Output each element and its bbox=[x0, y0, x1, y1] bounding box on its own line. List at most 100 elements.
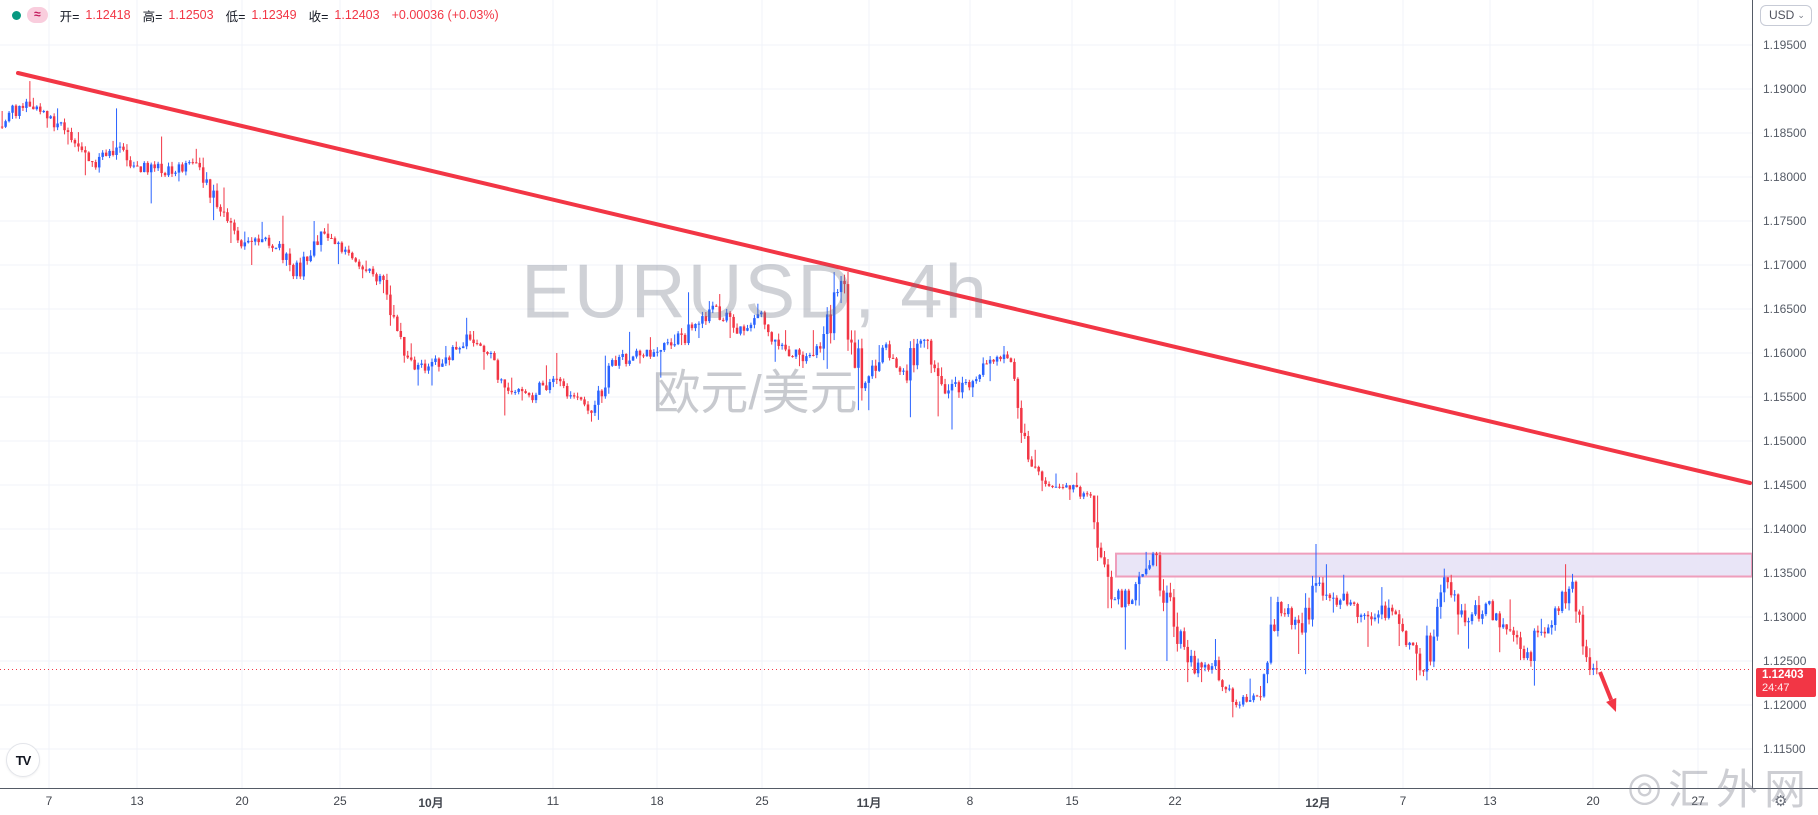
candle-body bbox=[319, 231, 323, 245]
candle-body bbox=[101, 152, 104, 157]
candle-body bbox=[1408, 642, 1411, 646]
tradingview-logo[interactable]: TV bbox=[6, 743, 40, 777]
candle-body bbox=[1224, 687, 1228, 690]
current-price-tag: 1.12403 24:47 bbox=[1756, 667, 1816, 697]
change-value: +0.00036 (+0.03%) bbox=[391, 8, 499, 22]
candle-body bbox=[1068, 485, 1072, 490]
candle-body bbox=[905, 370, 909, 381]
candle-body bbox=[1110, 576, 1113, 600]
candle-body bbox=[1536, 630, 1540, 633]
candle-body bbox=[1231, 688, 1235, 702]
candle-body bbox=[368, 268, 371, 271]
candle-body bbox=[1290, 608, 1293, 625]
candle-body bbox=[316, 241, 319, 245]
candle-body bbox=[843, 280, 846, 285]
candle-body bbox=[794, 349, 798, 357]
candle-body bbox=[1009, 358, 1013, 362]
price-axis[interactable]: 1.12403 24:47 1.19500 1.19000 1.18500 1.180… bbox=[1752, 0, 1818, 788]
candle-body bbox=[1321, 582, 1325, 596]
candle-body bbox=[909, 348, 912, 381]
candle-body bbox=[555, 378, 559, 380]
chart-pane[interactable]: EURUSD, 4h 欧元/美元 ≈ 开= 1.12418 高= 1.12503 低… bbox=[0, 0, 1752, 788]
candle-body bbox=[1304, 607, 1307, 633]
candle-body bbox=[330, 238, 333, 240]
candle-body bbox=[250, 240, 253, 242]
price-axis-label: 1.12000 bbox=[1763, 698, 1807, 712]
currency-dropdown[interactable]: USD ⌄ bbox=[1760, 5, 1812, 26]
candle-body bbox=[825, 314, 829, 335]
candle-body bbox=[1044, 480, 1047, 485]
candle-body bbox=[1248, 700, 1252, 702]
candle-body bbox=[146, 162, 149, 173]
price-axis-label: 1.19500 bbox=[1763, 38, 1807, 52]
candle-body bbox=[1571, 581, 1574, 589]
candle-body bbox=[1335, 597, 1339, 605]
candle-body bbox=[423, 363, 427, 371]
candle-body bbox=[1404, 631, 1408, 646]
candle-body bbox=[1283, 613, 1287, 615]
time-axis[interactable]: ⚙ 7 13 20 25 10月 11 18 25 11月 8 15 22 12月 7 13 20 27 bbox=[0, 788, 1818, 815]
price-axis-label: 1.12500 bbox=[1763, 654, 1807, 668]
candle-body bbox=[642, 355, 645, 357]
candle-body bbox=[881, 347, 884, 363]
candle-body bbox=[929, 340, 933, 365]
candle-body bbox=[1349, 602, 1352, 605]
candle-body bbox=[260, 239, 264, 243]
trendline-drawing[interactable] bbox=[16, 71, 1752, 485]
candle-body bbox=[1467, 621, 1470, 623]
candle-body bbox=[1085, 493, 1089, 495]
candle-body bbox=[378, 275, 382, 282]
arrow-shaft[interactable] bbox=[1598, 671, 1614, 701]
candlestick-chart[interactable] bbox=[0, 0, 1752, 788]
candle-body bbox=[1456, 594, 1460, 615]
candle-body bbox=[1127, 590, 1131, 605]
candle-body bbox=[1498, 613, 1501, 628]
price-axis-label: 1.17000 bbox=[1763, 258, 1807, 272]
candle-body bbox=[1325, 594, 1328, 596]
candle-body bbox=[441, 363, 444, 367]
candle-body bbox=[524, 391, 527, 394]
candle-body bbox=[115, 147, 118, 155]
candle-body bbox=[416, 364, 420, 370]
candle-body bbox=[1436, 606, 1439, 637]
candle-body bbox=[1585, 646, 1588, 658]
candle-body bbox=[340, 242, 344, 252]
candle-body bbox=[4, 121, 7, 127]
candle-body bbox=[860, 348, 864, 389]
candle-body bbox=[233, 222, 236, 231]
candle-body bbox=[403, 336, 406, 356]
candle-body bbox=[181, 164, 184, 172]
candle-body bbox=[867, 376, 871, 383]
candle-body bbox=[1144, 568, 1148, 575]
candle-body bbox=[940, 375, 943, 385]
candle-body bbox=[1061, 487, 1065, 489]
candle-body bbox=[1380, 605, 1384, 615]
candle-body bbox=[97, 156, 101, 168]
candle-body bbox=[1241, 696, 1245, 705]
time-axis-label: 11 bbox=[546, 794, 560, 808]
candle-body bbox=[791, 356, 794, 358]
price-axis-label: 1.16000 bbox=[1763, 346, 1807, 360]
candle-body bbox=[760, 312, 763, 315]
ohlc-legend[interactable]: ≈ 开= 1.12418 高= 1.12503 低= 1.12349 收= 1.1240… bbox=[12, 6, 499, 24]
resistance-zone[interactable] bbox=[1115, 552, 1752, 578]
candle-body bbox=[1092, 495, 1096, 523]
candle-body bbox=[1033, 466, 1037, 468]
candle-body bbox=[839, 280, 843, 293]
price-axis-label: 1.14500 bbox=[1763, 478, 1807, 492]
candle-body bbox=[1443, 577, 1446, 593]
gear-icon[interactable]: ⚙ bbox=[1774, 793, 1788, 810]
candle-body bbox=[871, 365, 874, 377]
candle-body bbox=[240, 240, 243, 247]
candle-body bbox=[1588, 657, 1592, 670]
candle-body bbox=[1193, 655, 1196, 674]
candle-body bbox=[163, 173, 167, 176]
candle-body bbox=[1120, 590, 1124, 608]
candle-body bbox=[87, 152, 91, 162]
candle-body bbox=[468, 334, 472, 340]
candle-body bbox=[1245, 696, 1248, 702]
candle-body bbox=[631, 356, 635, 361]
candle-body bbox=[597, 390, 600, 405]
candle-body bbox=[1117, 590, 1120, 600]
candle-body bbox=[1221, 680, 1224, 688]
